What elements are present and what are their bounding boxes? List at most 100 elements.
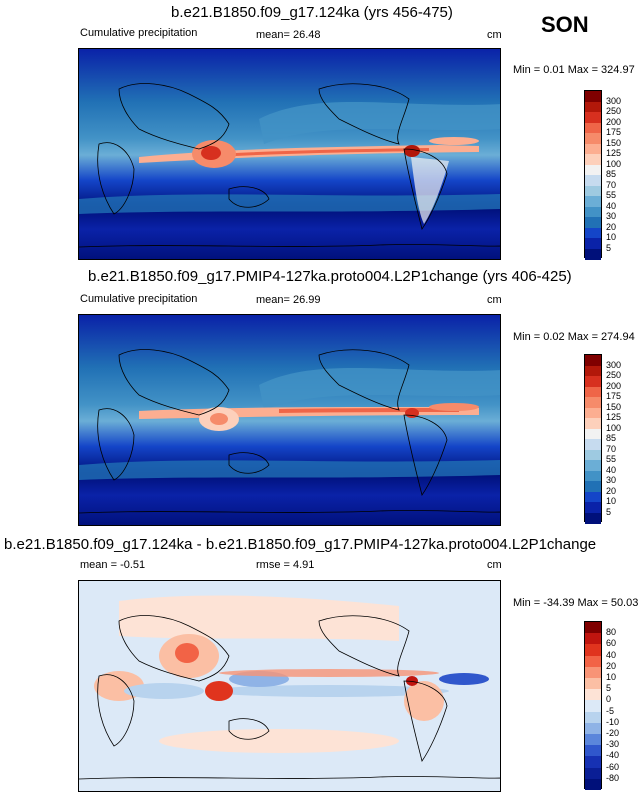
colorbar-tick-label: 5 bbox=[606, 506, 612, 517]
colorbar-segment bbox=[585, 655, 601, 668]
panel-2-storm-track-north bbox=[259, 368, 500, 410]
colorbar-segment bbox=[585, 722, 601, 735]
colorbar-segment bbox=[585, 678, 601, 690]
colorbar-tick-label: 20 bbox=[606, 221, 617, 232]
panel-1-storm-track-north bbox=[259, 102, 500, 144]
panel-3-positive-andes bbox=[406, 676, 418, 686]
colorbar-segment bbox=[585, 689, 601, 701]
colorbar-tick-label: 5 bbox=[606, 242, 612, 253]
panel-2-colorbar: 300 250 200 175 150 125 100 85 70 55 40 30 20 10 5 bbox=[584, 354, 621, 524]
colorbar-segment bbox=[585, 449, 601, 461]
colorbar-tick-label: 250 bbox=[606, 106, 622, 116]
panel-3-positive-maritime bbox=[205, 681, 233, 701]
panel-2-maritime-core bbox=[210, 413, 228, 425]
panel-3-negative-indian bbox=[124, 683, 204, 699]
colorbar-segment bbox=[585, 512, 601, 524]
panel-2-atlantic-band bbox=[429, 403, 479, 411]
colorbar-tick-label: -5 bbox=[606, 705, 615, 716]
colorbar-tick-label: -60 bbox=[606, 761, 620, 772]
colorbar-tick-label: 85 bbox=[606, 433, 617, 443]
panel-2-units: cm bbox=[487, 294, 502, 306]
colorbar-tick-label: 10 bbox=[606, 672, 617, 682]
colorbar-segment bbox=[585, 386, 601, 398]
panel-3-coastlines bbox=[79, 615, 500, 780]
panel-2-mean-label: mean= bbox=[256, 294, 290, 306]
colorbar-tick-label: 125 bbox=[606, 148, 622, 158]
colorbar-segment bbox=[585, 397, 601, 408]
colorbar-tick-label: 175 bbox=[606, 391, 622, 401]
panel-3-units: cm bbox=[487, 559, 502, 571]
panel-3-positive-asia-core bbox=[175, 643, 199, 663]
colorbar-segment bbox=[585, 491, 601, 503]
colorbar-segment bbox=[585, 355, 601, 366]
colorbar-tick-label: 100 bbox=[606, 422, 622, 433]
panel-3-title: b.e21.B1850.f09_g17.124ka - b.e21.B1850.… bbox=[4, 536, 597, 553]
panel-1-map bbox=[78, 48, 501, 260]
colorbar-segment bbox=[585, 133, 601, 144]
panel-3-map-field bbox=[79, 581, 500, 791]
colorbar-segment bbox=[585, 112, 601, 123]
colorbar-segment bbox=[585, 196, 601, 207]
panel-1-units: cm bbox=[487, 29, 502, 41]
colorbar-segment bbox=[585, 756, 601, 769]
colorbar-tick-label: -30 bbox=[606, 739, 620, 750]
colorbar-segment bbox=[585, 164, 601, 176]
colorbar-segment bbox=[585, 481, 601, 492]
panel-2-title: b.e21.B1850.f09_g17.PMIP4-127ka.proto004… bbox=[88, 268, 572, 285]
colorbar-tick-label: 150 bbox=[606, 137, 622, 148]
colorbar-segment bbox=[585, 185, 601, 197]
panel-3-colorbar: 80 60 40 20 10 5 0 -5 -10 -20 -30 -40 -60 -80 bbox=[584, 621, 619, 791]
panel-2-storm-track-south bbox=[79, 460, 500, 480]
colorbar-segment bbox=[585, 365, 601, 377]
panel-3-mean: mean = -0.51 bbox=[80, 559, 145, 571]
colorbar-tick-label: 150 bbox=[606, 401, 622, 412]
panel-3-rmse-value: 4.91 bbox=[293, 559, 315, 571]
panel-1-maritime-core bbox=[201, 146, 221, 160]
panel-3-rmse: rmse = 4.91 bbox=[256, 559, 314, 571]
colorbar-tick-label: 30 bbox=[606, 211, 617, 221]
panel-1-minmax: Min = 0.01 Max = 324.97 bbox=[513, 64, 635, 76]
colorbar-segment bbox=[585, 376, 601, 387]
panel-2-mean-value: 26.99 bbox=[293, 294, 321, 306]
panel-3-positive-itcz bbox=[219, 669, 439, 677]
colorbar-segment bbox=[585, 154, 601, 165]
colorbar-segment bbox=[585, 101, 601, 113]
panel-3-mean-value: -0.51 bbox=[120, 559, 146, 571]
panel-1-map-field bbox=[79, 49, 500, 259]
panel-1-colorbar: 300 250 200 175 150 125 100 85 70 55 40 30 20 10 5 bbox=[584, 90, 621, 260]
colorbar-tick-label: 0 bbox=[606, 694, 612, 705]
colorbar-segment bbox=[585, 227, 601, 239]
colorbar-segment bbox=[585, 644, 601, 657]
colorbar-segment bbox=[585, 122, 601, 134]
panel-2-map-field bbox=[79, 315, 500, 525]
panel-3-positive-amazon bbox=[404, 681, 444, 721]
colorbar-segment bbox=[585, 470, 601, 482]
panel-1-south-america-max bbox=[404, 145, 420, 157]
colorbar-segment bbox=[585, 700, 601, 713]
colorbar-tick-label: 125 bbox=[606, 412, 622, 422]
panel-3-positive-north bbox=[119, 595, 399, 641]
season-label: SON bbox=[541, 12, 589, 37]
colorbar-tick-label: 70 bbox=[606, 443, 617, 454]
panel-1-title: b.e21.B1850.f09_g17.124ka (yrs 456-475) bbox=[171, 4, 453, 21]
colorbar-tick-label: 85 bbox=[606, 169, 617, 179]
colorbar-segment bbox=[585, 502, 601, 513]
colorbar-tick-label: 40 bbox=[606, 649, 617, 660]
panel-1-coastlines bbox=[79, 83, 500, 248]
colorbar-tick-label: 55 bbox=[606, 454, 617, 464]
panel-3-rmse-label: rmse = bbox=[256, 559, 290, 571]
colorbar-segment bbox=[585, 734, 601, 746]
colorbar-segment bbox=[585, 175, 601, 186]
panel-3-negative-pacific bbox=[209, 685, 449, 697]
panel-1-south-america-coast bbox=[411, 157, 449, 224]
colorbar-tick-label: 20 bbox=[606, 660, 617, 671]
panel-2-map bbox=[78, 314, 501, 526]
colorbar-segment bbox=[585, 91, 601, 102]
colorbar-tick-label: 40 bbox=[606, 464, 617, 475]
panel-1-mean: mean= 26.48 bbox=[256, 29, 321, 41]
panel-1-mean-label: mean= bbox=[256, 29, 290, 41]
colorbar-tick-label: -40 bbox=[606, 750, 620, 761]
colorbar-segment bbox=[585, 439, 601, 450]
colorbar-tick-label: 300 bbox=[606, 359, 622, 370]
panel-2-background bbox=[79, 315, 500, 525]
